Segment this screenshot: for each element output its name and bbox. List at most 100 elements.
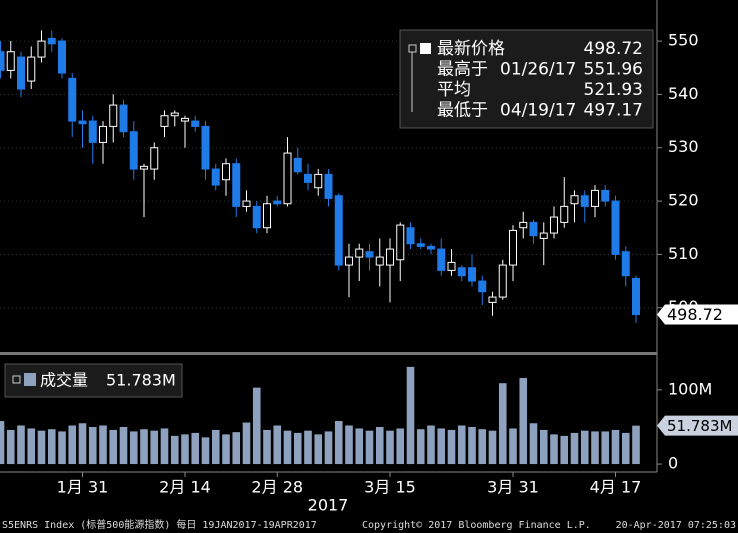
x-tick-label: 3月 31 bbox=[487, 478, 539, 497]
candle-body bbox=[550, 216, 558, 234]
candle-body bbox=[539, 232, 548, 239]
legend-value: 498.72 bbox=[584, 39, 643, 59]
volume-bar bbox=[37, 430, 46, 465]
candle-body bbox=[375, 256, 384, 266]
candle-body bbox=[304, 173, 312, 183]
candle-body bbox=[140, 165, 148, 170]
volume-bar bbox=[591, 431, 599, 465]
candle-body bbox=[611, 200, 620, 255]
volume-bar bbox=[509, 428, 517, 465]
candle-body bbox=[211, 168, 220, 186]
legend-label: 最新价格 bbox=[437, 39, 505, 59]
volume-bar bbox=[211, 429, 220, 465]
candle-body bbox=[509, 229, 517, 266]
volume-bar bbox=[283, 430, 292, 465]
volume-bar bbox=[252, 387, 261, 465]
candle-body bbox=[314, 173, 323, 189]
y-tick-label: 0 bbox=[668, 454, 678, 473]
legend-value: 497.17 bbox=[584, 101, 643, 121]
volume-bar bbox=[191, 432, 200, 465]
y-tick-label: 520 bbox=[668, 191, 699, 210]
candle-body bbox=[160, 115, 169, 127]
volume-bar bbox=[140, 429, 148, 465]
volume-bar bbox=[304, 430, 312, 465]
y-tick-label: 550 bbox=[668, 31, 699, 50]
candle-body bbox=[252, 205, 261, 229]
candle-body bbox=[201, 125, 210, 170]
legend-value: 51.783M bbox=[106, 371, 176, 390]
legend-label: 最低于 bbox=[437, 101, 488, 121]
candle-body bbox=[222, 163, 230, 181]
x-tick-label: 2月 14 bbox=[159, 478, 211, 497]
volume-bar bbox=[570, 432, 579, 465]
candle-body bbox=[601, 189, 610, 202]
candle-body bbox=[129, 131, 138, 170]
candle-body bbox=[447, 261, 456, 271]
volume-bar bbox=[355, 428, 364, 465]
volume-bar bbox=[150, 430, 159, 465]
candle-body bbox=[293, 157, 302, 173]
last-volume-label: 51.783M bbox=[667, 417, 732, 435]
candle-body bbox=[0, 51, 5, 71]
overlay: 1月 31 2月 14 2月 28 3月 15 3月 31 4月 17 2017 最新价格 49… bbox=[2, 39, 738, 531]
legend-value: 521.93 bbox=[584, 80, 643, 100]
candle-body bbox=[181, 117, 189, 122]
volume-bar bbox=[68, 425, 77, 465]
x-tick-label: 3月 15 bbox=[364, 478, 416, 497]
volume-bar bbox=[0, 421, 5, 465]
volume-bar bbox=[324, 431, 333, 465]
volume-bar bbox=[119, 426, 128, 465]
x-tick-label: 4月 17 bbox=[590, 478, 642, 497]
volume-bar bbox=[601, 431, 610, 465]
volume-bar bbox=[58, 431, 66, 465]
volume-bar bbox=[580, 430, 589, 465]
volume-bar bbox=[632, 425, 640, 465]
volume-bar bbox=[396, 428, 405, 465]
candle-body bbox=[232, 163, 241, 207]
y-tick-label: 530 bbox=[668, 137, 699, 156]
volume-bar bbox=[232, 432, 241, 465]
footer-text: 20-Apr-2017 07:25:03 bbox=[616, 520, 736, 531]
volume-bar bbox=[314, 434, 323, 465]
legend-date: 01/26/17 bbox=[500, 60, 576, 80]
volume-bar bbox=[498, 383, 507, 465]
volume-bar bbox=[468, 426, 476, 465]
candle-body bbox=[6, 51, 15, 71]
volume-bar bbox=[334, 421, 343, 465]
volume-bar bbox=[416, 429, 425, 465]
candle-body bbox=[519, 221, 528, 229]
candle-body bbox=[119, 104, 128, 133]
last-price-label: 498.72 bbox=[667, 305, 723, 324]
candle-body bbox=[437, 248, 446, 271]
legend-icons bbox=[408, 44, 417, 112]
volume-bar bbox=[621, 432, 630, 465]
volume-bar bbox=[345, 425, 353, 465]
candle-body bbox=[242, 200, 251, 207]
candle-body bbox=[365, 251, 374, 258]
y-tick-label: 510 bbox=[668, 244, 699, 263]
footer-text: S5ENRS Index (标普500能源指数) 每日 19JAN2017-19… bbox=[2, 518, 317, 531]
volume-bar bbox=[539, 429, 548, 465]
candle-body bbox=[529, 221, 538, 237]
last-volume-tag bbox=[657, 415, 738, 436]
candle-body bbox=[273, 200, 282, 205]
volume-bar bbox=[222, 434, 230, 465]
legend-icon bbox=[12, 375, 21, 384]
candle-body bbox=[621, 251, 630, 277]
volume-bar bbox=[427, 425, 435, 465]
volume-bar bbox=[375, 426, 384, 465]
candle-body bbox=[386, 248, 394, 266]
panel-separator bbox=[0, 352, 657, 355]
candle-body bbox=[334, 195, 343, 266]
x-tick-label: 2月 28 bbox=[251, 478, 303, 497]
legend-swatch bbox=[420, 43, 431, 54]
volume-bar bbox=[78, 423, 87, 465]
candle-body bbox=[150, 147, 159, 170]
volume-bar bbox=[365, 430, 374, 465]
candle-body bbox=[27, 56, 36, 82]
candle-body bbox=[570, 195, 579, 205]
candle-body bbox=[427, 245, 435, 250]
volume-bar bbox=[88, 426, 97, 465]
candle-body bbox=[488, 296, 497, 303]
